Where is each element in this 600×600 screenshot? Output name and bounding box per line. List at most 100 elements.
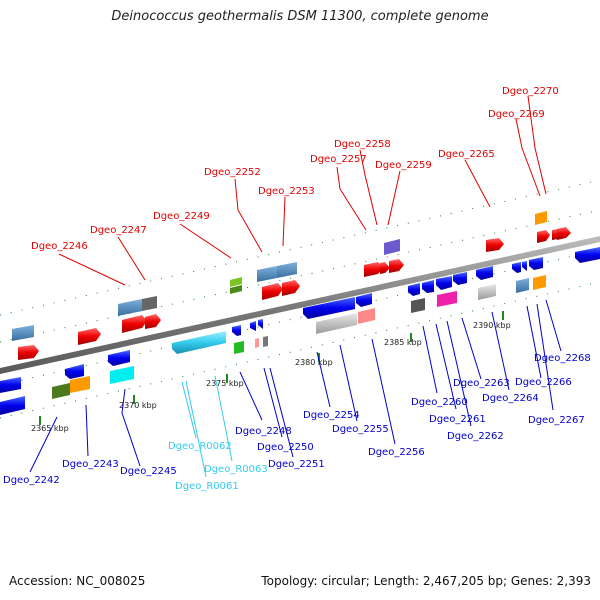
gene-label[interactable]: Dgeo_2258 bbox=[334, 139, 391, 150]
gene-label[interactable]: Dgeo_2252 bbox=[204, 167, 261, 178]
gene-arrow[interactable] bbox=[78, 328, 101, 345]
scale-label: 2385 kbp bbox=[384, 338, 422, 347]
gene-box[interactable] bbox=[70, 376, 90, 393]
gene-box[interactable] bbox=[437, 291, 457, 307]
gene-arrow[interactable] bbox=[0, 396, 25, 415]
forward-strand-genes bbox=[12, 211, 571, 360]
gene-arrow[interactable] bbox=[436, 276, 452, 290]
gene-label[interactable]: Dgeo_2243 bbox=[62, 459, 119, 470]
gene-label[interactable]: Dgeo_2265 bbox=[438, 149, 495, 160]
gene-label[interactable]: Dgeo_2257 bbox=[310, 154, 367, 165]
gene-label[interactable]: Dgeo_2254 bbox=[303, 410, 360, 421]
leader-line bbox=[461, 317, 482, 380]
tick-mark bbox=[133, 395, 135, 404]
gene-label[interactable]: Dgeo_2242 bbox=[3, 475, 60, 486]
gene-box[interactable] bbox=[358, 308, 375, 324]
gene-label[interactable]: Dgeo_2266 bbox=[515, 377, 572, 388]
leader-line bbox=[29, 416, 58, 473]
gene-label[interactable]: Dgeo_2250 bbox=[257, 442, 314, 453]
gene-arrow[interactable] bbox=[522, 261, 527, 271]
gene-arrow[interactable] bbox=[258, 319, 263, 329]
gene-arrow[interactable] bbox=[408, 283, 420, 296]
gene-arrow[interactable] bbox=[18, 345, 39, 360]
gene-box[interactable] bbox=[263, 336, 268, 347]
gene-label[interactable]: Dgeo_2256 bbox=[368, 447, 425, 458]
gene-arrow[interactable] bbox=[282, 280, 300, 296]
gene-box[interactable] bbox=[118, 299, 142, 316]
gene-arrow[interactable] bbox=[486, 238, 504, 252]
gene-box[interactable] bbox=[257, 266, 277, 282]
leader-line bbox=[339, 344, 358, 422]
gene-box[interactable] bbox=[316, 313, 357, 334]
gene-label[interactable]: Dgeo_2269 bbox=[488, 109, 545, 120]
leader-line bbox=[316, 351, 331, 408]
gene-arrow[interactable] bbox=[172, 331, 226, 354]
gene-box[interactable] bbox=[535, 211, 547, 225]
gene-box[interactable] bbox=[230, 285, 242, 294]
gene-label[interactable]: Dgeo_2259 bbox=[375, 160, 432, 171]
gene-label[interactable]: Dgeo_2260 bbox=[411, 397, 468, 408]
gene-arrow[interactable] bbox=[557, 227, 571, 240]
gene-arrow[interactable] bbox=[232, 325, 241, 336]
gene-arrow[interactable] bbox=[0, 377, 21, 393]
gene-box[interactable] bbox=[255, 338, 259, 348]
gene-label[interactable]: Dgeo_2248 bbox=[235, 426, 292, 437]
gene-label[interactable]: Dgeo_2264 bbox=[482, 393, 539, 404]
gene-arrow[interactable] bbox=[108, 350, 130, 366]
gene-arrow[interactable] bbox=[122, 315, 147, 333]
gene-label[interactable]: Dgeo_R0061 bbox=[175, 481, 239, 492]
gene-label[interactable]: Dgeo_2262 bbox=[447, 431, 504, 442]
gene-label[interactable]: Dgeo_2268 bbox=[534, 353, 591, 364]
gene-box[interactable] bbox=[230, 277, 242, 287]
gene-arrow[interactable] bbox=[303, 297, 355, 319]
gene-box[interactable] bbox=[234, 341, 244, 354]
gene-label[interactable]: Dgeo_2261 bbox=[429, 414, 486, 425]
gene-box[interactable] bbox=[533, 275, 546, 290]
gene-label[interactable]: Dgeo_2263 bbox=[453, 378, 510, 389]
gene-box[interactable] bbox=[411, 298, 425, 313]
gene-arrow[interactable] bbox=[575, 247, 600, 263]
gene-box[interactable] bbox=[384, 239, 400, 255]
gene-arrow[interactable] bbox=[364, 262, 383, 277]
scale-label: 2370 kbp bbox=[119, 401, 157, 410]
gene-arrow[interactable] bbox=[262, 283, 283, 300]
tick-mark bbox=[410, 333, 412, 342]
gene-label[interactable]: Dgeo_2251 bbox=[268, 459, 325, 470]
gene-arrow[interactable] bbox=[356, 293, 372, 307]
gene-box[interactable] bbox=[142, 296, 157, 311]
gene-arrow[interactable] bbox=[380, 262, 390, 274]
gene-arrow[interactable] bbox=[476, 266, 493, 280]
gene-arrow[interactable] bbox=[537, 230, 550, 243]
gene-arrow[interactable] bbox=[529, 257, 543, 270]
scale-label: 2365 kbp bbox=[31, 424, 69, 433]
leader-line bbox=[387, 170, 401, 226]
gene-arrow[interactable] bbox=[145, 314, 161, 329]
gene-arrow[interactable] bbox=[65, 364, 84, 379]
gene-label[interactable]: Dgeo_R0063 bbox=[204, 464, 268, 475]
gene-box[interactable] bbox=[478, 284, 496, 300]
gene-box[interactable] bbox=[110, 366, 134, 384]
gene-box[interactable] bbox=[277, 262, 297, 278]
gene-label[interactable]: Dgeo_R0062 bbox=[168, 441, 232, 452]
gene-arrow[interactable] bbox=[389, 259, 404, 273]
leader-line bbox=[121, 388, 141, 467]
gene-arrow[interactable] bbox=[422, 280, 434, 293]
gene-label[interactable]: Dgeo_2270 bbox=[502, 86, 559, 97]
gene-arrow[interactable] bbox=[512, 262, 521, 273]
leader-line bbox=[58, 253, 126, 286]
gene-label[interactable]: Dgeo_2267 bbox=[528, 415, 585, 426]
gene-box[interactable] bbox=[516, 278, 529, 293]
leader-line bbox=[269, 367, 294, 458]
gene-label[interactable]: Dgeo_2247 bbox=[90, 225, 147, 236]
leader-line bbox=[214, 375, 233, 462]
gene-box[interactable] bbox=[12, 325, 34, 341]
gene-arrow[interactable] bbox=[250, 321, 256, 331]
gene-label[interactable]: Dgeo_2253 bbox=[258, 186, 315, 197]
gene-label[interactable]: Dgeo_2249 bbox=[153, 211, 210, 222]
gene-label[interactable]: Dgeo_2245 bbox=[120, 466, 177, 477]
gene-label[interactable]: Dgeo_2246 bbox=[31, 241, 88, 252]
leader-line bbox=[371, 338, 396, 445]
gene-arrow[interactable] bbox=[453, 272, 467, 285]
gene-label[interactable]: Dgeo_2255 bbox=[332, 424, 389, 435]
gene-box[interactable] bbox=[52, 383, 70, 399]
